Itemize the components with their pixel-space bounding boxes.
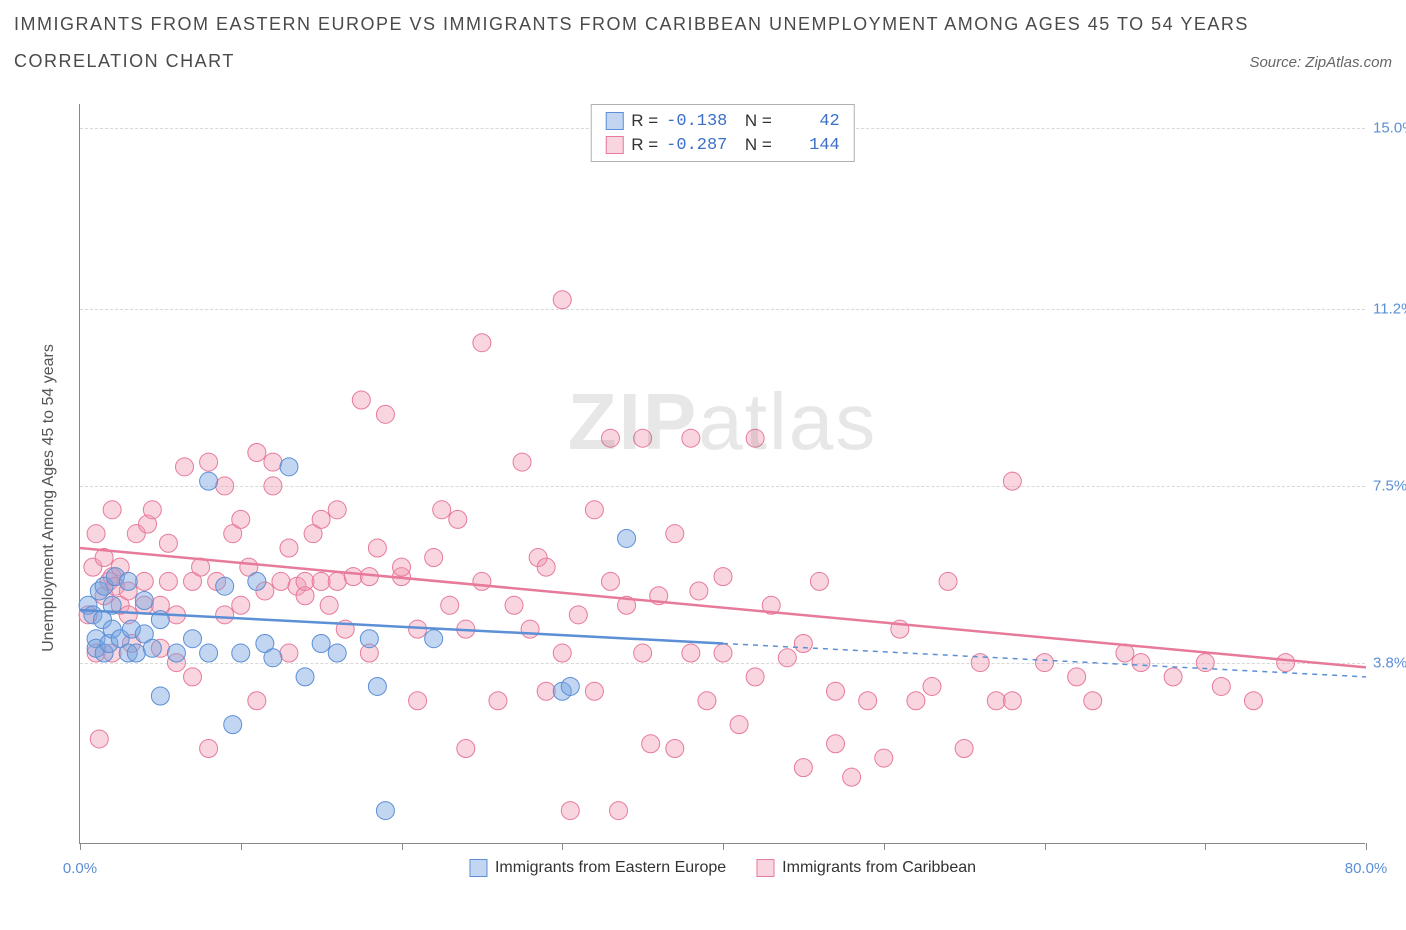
plot-region: ZIPatlas R = -0.138 N = 42 R = -0.287 N … xyxy=(79,104,1365,844)
x-tick xyxy=(241,843,242,850)
y-tick-label: 3.8% xyxy=(1373,654,1406,671)
legend-row-series-1: R = -0.287 N = 144 xyxy=(605,133,840,157)
x-tick xyxy=(1045,843,1046,850)
x-tick xyxy=(562,843,563,850)
chart-title-line1: IMMIGRANTS FROM EASTERN EUROPE VS IMMIGR… xyxy=(14,14,1392,35)
chart-area: Unemployment Among Ages 45 to 54 years Z… xyxy=(55,104,1365,874)
y-tick-label: 15.0% xyxy=(1373,119,1406,136)
legend-row-series-0: R = -0.138 N = 42 xyxy=(605,109,840,133)
n-value-1: 144 xyxy=(780,136,840,155)
legend-swatch-0 xyxy=(605,112,623,130)
series-legend: Immigrants from Eastern Europe Immigrant… xyxy=(469,859,976,877)
correlation-legend: R = -0.138 N = 42 R = -0.287 N = 144 xyxy=(590,104,855,162)
x-tick xyxy=(1366,843,1367,850)
y-axis-title: Unemployment Among Ages 45 to 54 years xyxy=(40,344,58,652)
source-attribution: Source: ZipAtlas.com xyxy=(1249,54,1392,71)
legend-item-1: Immigrants from Caribbean xyxy=(756,859,976,877)
chart-title-line2: CORRELATION CHART xyxy=(14,51,235,72)
x-tick-label: 80.0% xyxy=(1345,860,1388,877)
series-name-1: Immigrants from Caribbean xyxy=(782,859,976,877)
x-tick-label: 0.0% xyxy=(63,860,97,877)
n-value-0: 42 xyxy=(780,112,840,131)
series-name-0: Immigrants from Eastern Europe xyxy=(495,859,726,877)
x-tick xyxy=(402,843,403,850)
y-tick-label: 11.2% xyxy=(1373,301,1406,318)
x-tick xyxy=(884,843,885,850)
legend-swatch-1 xyxy=(605,136,623,154)
x-tick xyxy=(723,843,724,850)
legend-swatch-bottom-0 xyxy=(469,859,487,877)
chart-header: IMMIGRANTS FROM EASTERN EUROPE VS IMMIGR… xyxy=(14,14,1392,72)
x-tick xyxy=(1205,843,1206,850)
r-value-1: -0.287 xyxy=(666,136,727,155)
trend-lines xyxy=(80,104,1365,843)
y-tick-label: 7.5% xyxy=(1373,477,1406,494)
legend-swatch-bottom-1 xyxy=(756,859,774,877)
x-tick xyxy=(80,843,81,850)
r-value-0: -0.138 xyxy=(666,112,727,131)
legend-item-0: Immigrants from Eastern Europe xyxy=(469,859,726,877)
